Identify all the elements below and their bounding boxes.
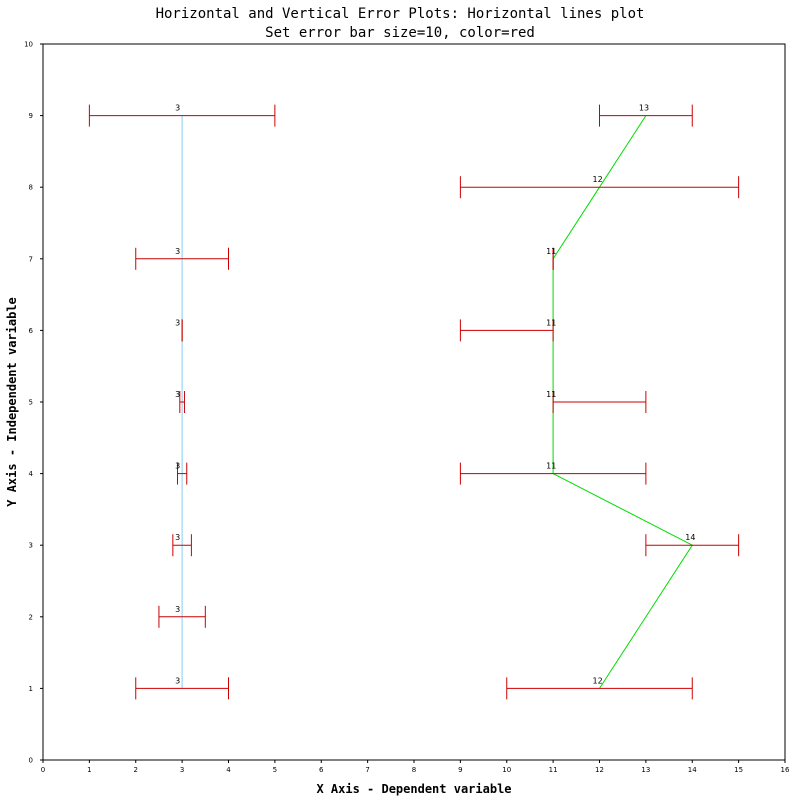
data-label: 12	[593, 676, 603, 685]
x-tick-label: 5	[273, 766, 277, 774]
data-label: 11	[546, 318, 556, 327]
y-tick-label: 5	[29, 399, 33, 407]
data-label: 12	[593, 175, 603, 184]
y-tick-label: 2	[29, 613, 33, 621]
x-tick-label: 9	[458, 766, 462, 774]
error-bars	[88, 104, 740, 700]
data-label: 11	[546, 247, 556, 256]
x-tick-label: 12	[595, 766, 604, 774]
data-label: 13	[639, 104, 649, 113]
x-tick-label: 10	[502, 766, 511, 774]
series-lines	[181, 115, 694, 689]
y-tick-label: 8	[29, 184, 33, 192]
x-tick-label: 1	[87, 766, 91, 774]
data-label: 3	[175, 104, 180, 113]
chart-subtitle: Set error bar size=10, color=red	[265, 25, 535, 41]
data-labels: 3 3 3 3 3 3 3 3 12 14 11 11 11 11 12 13	[175, 104, 695, 686]
data-label: 3	[175, 318, 180, 327]
x-tick-label: 15	[734, 766, 743, 774]
x-tick-label: 11	[549, 766, 558, 774]
y-axis-title: Y Axis - Independent variable	[5, 297, 19, 507]
x-tick-label: 6	[319, 766, 324, 774]
y-tick-label: 1	[29, 685, 33, 693]
y-tick-label: 4	[29, 470, 34, 478]
data-label: 3	[175, 462, 180, 471]
chart-title: Horizontal and Vertical Error Plots: Hor…	[156, 6, 645, 22]
x-axis-title: X Axis - Dependent variable	[316, 782, 511, 796]
y-tick-label: 6	[29, 327, 34, 335]
data-label: 14	[685, 533, 695, 542]
x-tick-label: 13	[641, 766, 650, 774]
x-tick-label: 2	[134, 766, 138, 774]
y-tick-label: 3	[29, 542, 33, 550]
y-tick-label: 9	[29, 112, 33, 120]
x-tick-label: 16	[781, 766, 790, 774]
x-tick-label: 3	[180, 766, 184, 774]
data-label: 11	[546, 390, 556, 399]
x-tick-label: 7	[365, 766, 369, 774]
x-tick-label: 14	[688, 766, 697, 774]
data-label: 3	[175, 247, 180, 256]
x-tick-label: 8	[412, 766, 416, 774]
data-label: 3	[175, 390, 180, 399]
data-label: 11	[546, 462, 556, 471]
x-tick-label: 4	[226, 766, 231, 774]
data-label: 3	[175, 605, 180, 614]
data-label: 3	[175, 676, 180, 685]
data-label: 3	[175, 533, 180, 542]
y-tick-label: 7	[29, 255, 33, 263]
y-tick-label: 10	[24, 41, 33, 49]
x-tick-label: 0	[41, 766, 45, 774]
plot-area-frame	[42, 43, 786, 761]
y-tick-label: 0	[29, 757, 33, 765]
series-line	[552, 115, 694, 689]
